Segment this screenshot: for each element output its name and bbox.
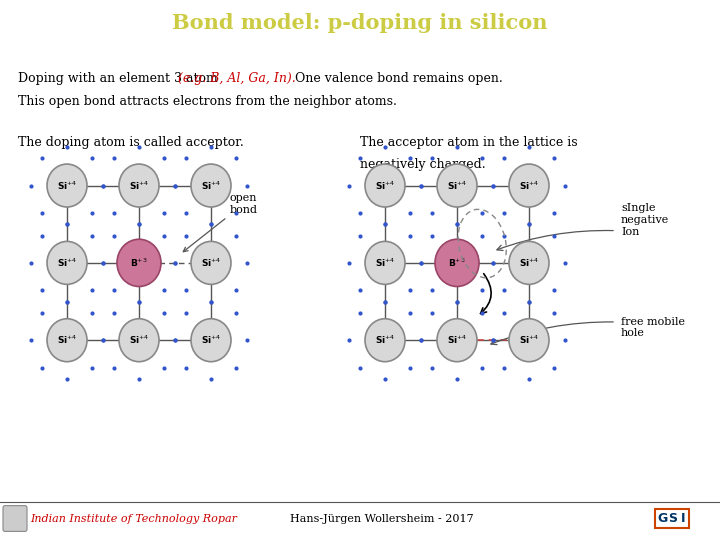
Text: Si$^{+4}$: Si$^{+4}$ — [518, 179, 539, 192]
Text: The acceptor atom in the lattice is: The acceptor atom in the lattice is — [360, 136, 577, 149]
Text: S: S — [668, 512, 678, 525]
Text: Si$^{+4}$: Si$^{+4}$ — [446, 334, 467, 347]
Circle shape — [437, 164, 477, 207]
Circle shape — [365, 164, 405, 207]
Text: Si$^{+4}$: Si$^{+4}$ — [518, 256, 539, 269]
Circle shape — [47, 164, 87, 207]
Text: (e.g. B, Al, Ga, In).: (e.g. B, Al, Ga, In). — [179, 72, 296, 85]
Text: Si$^{+4}$: Si$^{+4}$ — [201, 334, 221, 347]
Text: open
bond: open bond — [184, 193, 258, 252]
Circle shape — [117, 239, 161, 287]
Circle shape — [435, 239, 479, 287]
Circle shape — [509, 241, 549, 285]
FancyBboxPatch shape — [3, 505, 27, 531]
Text: Si$^{+4}$: Si$^{+4}$ — [446, 179, 467, 192]
Text: B$^{+3}$: B$^{+3}$ — [130, 256, 148, 269]
Text: One valence bond remains open.: One valence bond remains open. — [291, 72, 503, 85]
Text: Indian Institute of Technology Ropar: Indian Institute of Technology Ropar — [30, 514, 237, 523]
Text: Si$^{+4}$: Si$^{+4}$ — [518, 334, 539, 347]
Text: Si$^{+4}$: Si$^{+4}$ — [201, 256, 221, 269]
Text: Hans-Jürgen Wollersheim - 2017: Hans-Jürgen Wollersheim - 2017 — [290, 514, 474, 523]
Text: Si$^{+4}$: Si$^{+4}$ — [57, 334, 77, 347]
Text: The doping atom is called acceptor.: The doping atom is called acceptor. — [18, 136, 244, 149]
Text: Si$^{+4}$: Si$^{+4}$ — [374, 256, 395, 269]
Text: Si$^{+4}$: Si$^{+4}$ — [201, 179, 221, 192]
Text: I: I — [680, 512, 685, 525]
Circle shape — [365, 319, 405, 362]
Text: free mobile
hole: free mobile hole — [621, 316, 685, 338]
Text: B$^{+3}$: B$^{+3}$ — [448, 256, 466, 269]
Text: sIngle
negative
Ion: sIngle negative Ion — [621, 203, 670, 237]
Circle shape — [191, 164, 231, 207]
Circle shape — [365, 241, 405, 285]
Text: Doping with an element 3 atom: Doping with an element 3 atom — [18, 72, 222, 85]
Text: G: G — [658, 512, 668, 525]
Text: Si$^{+4}$: Si$^{+4}$ — [57, 256, 77, 269]
Circle shape — [119, 164, 159, 207]
Circle shape — [191, 319, 231, 362]
Circle shape — [47, 241, 87, 285]
Circle shape — [509, 164, 549, 207]
Text: negatively charged.: negatively charged. — [360, 158, 485, 171]
Circle shape — [509, 319, 549, 362]
Circle shape — [47, 319, 87, 362]
Text: Si$^{+4}$: Si$^{+4}$ — [57, 179, 77, 192]
Text: This open bond attracts electrons from the neighbor atoms.: This open bond attracts electrons from t… — [18, 95, 397, 108]
Text: Si$^{+4}$: Si$^{+4}$ — [374, 179, 395, 192]
Circle shape — [437, 319, 477, 362]
Circle shape — [191, 241, 231, 285]
Circle shape — [119, 319, 159, 362]
Text: Si$^{+4}$: Si$^{+4}$ — [129, 334, 149, 347]
Text: Si$^{+4}$: Si$^{+4}$ — [374, 334, 395, 347]
Text: Si$^{+4}$: Si$^{+4}$ — [129, 179, 149, 192]
Text: Bond model: p-doping in silicon: Bond model: p-doping in silicon — [172, 13, 548, 33]
